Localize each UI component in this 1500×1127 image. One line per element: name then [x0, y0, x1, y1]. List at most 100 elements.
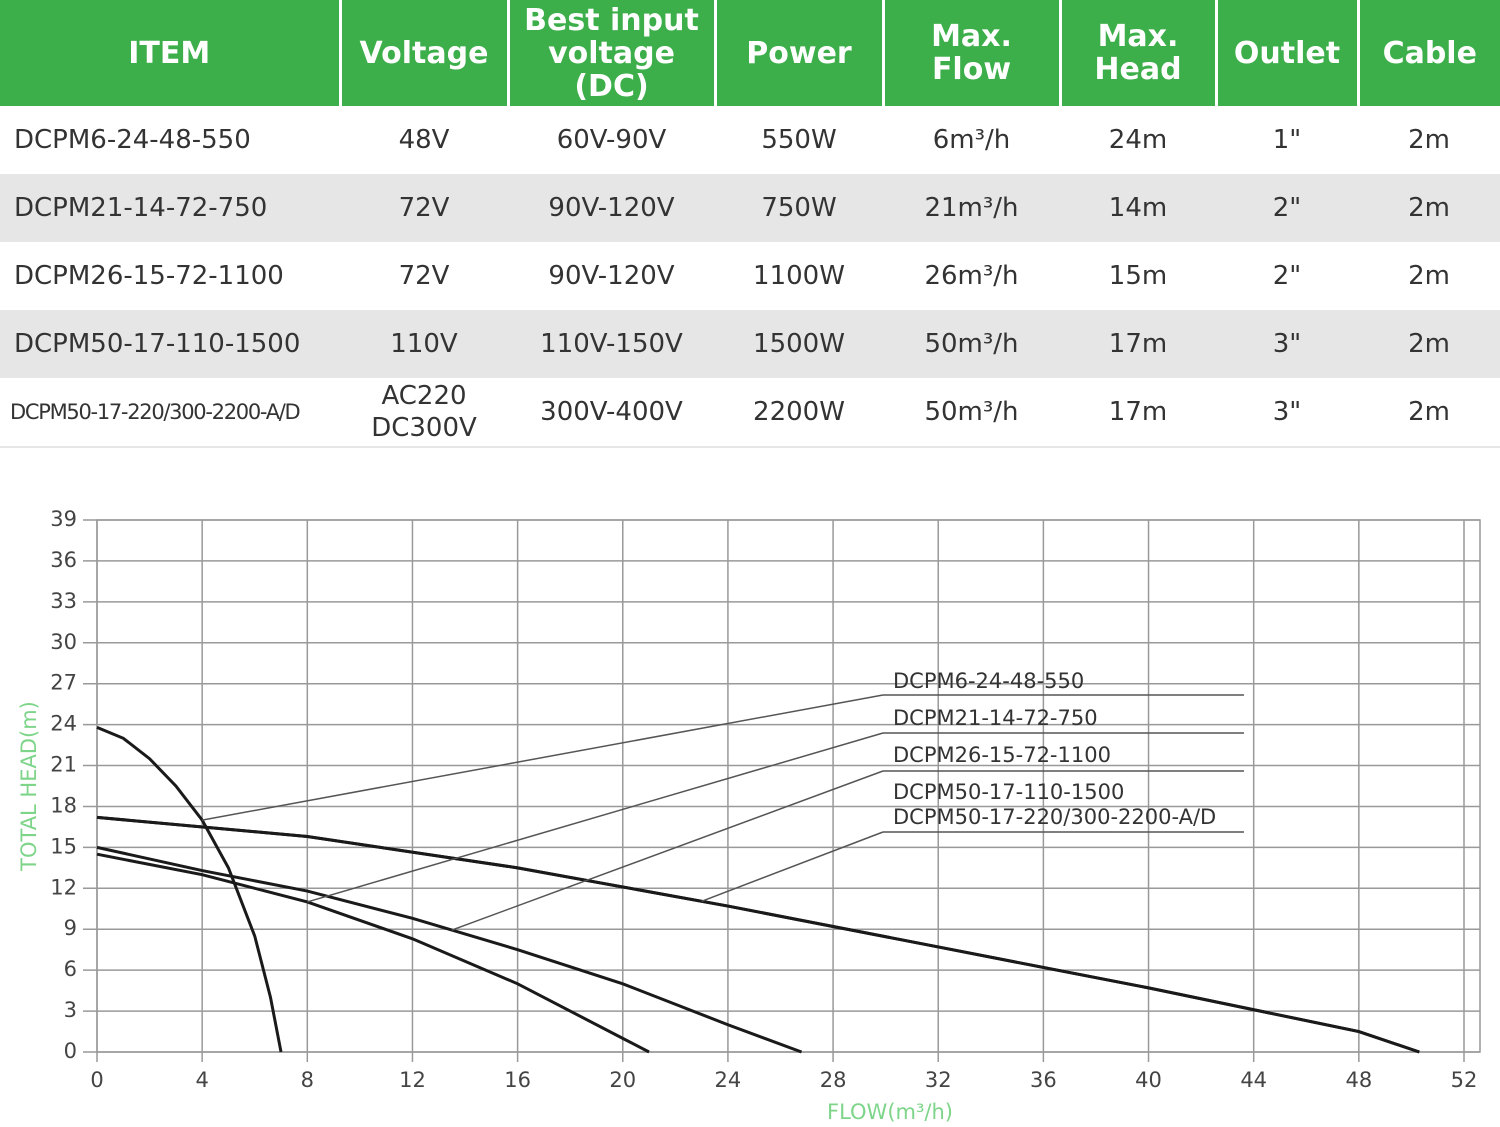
cell-text: 48V: [398, 125, 450, 155]
y-tick-label: 27: [50, 671, 77, 695]
cell-text: 26m³/h: [924, 261, 1019, 291]
y-tick-label: 39: [50, 507, 77, 531]
cell-text: 50m³/h: [924, 397, 1019, 427]
y-tick-label: 15: [50, 834, 77, 858]
table-cell: 2m: [1358, 106, 1500, 174]
y-axis-label: TOTAL HEAD(m): [17, 701, 41, 872]
table-row: DCPM26-15-72-1100 72V 90V-120V 1100W 26m³/h 1…: [0, 242, 1500, 310]
table-cell: 48V: [340, 106, 508, 174]
cell-text: 72V: [398, 261, 450, 291]
y-tick-label: 12: [50, 875, 77, 899]
x-tick-label: 28: [820, 1068, 847, 1092]
table-cell: 2m: [1358, 242, 1500, 310]
table-cell: 2200W: [715, 378, 883, 448]
cell-text: DCPM26-15-72-1100: [14, 261, 284, 291]
table-row: DCPM21-14-72-750 72V 90V-120V 750W 21m³/h 14m…: [0, 174, 1500, 242]
table-cell: 110V: [340, 310, 508, 378]
cell-text: DCPM21-14-72-750: [14, 193, 268, 223]
cell-text: 6m³/h: [932, 125, 1011, 155]
cell-text: 15m: [1108, 261, 1168, 291]
x-tick-label: 4: [195, 1068, 208, 1092]
cell-text: 21m³/h: [924, 193, 1019, 223]
y-tick-label: 36: [50, 548, 77, 572]
legend-label: DCPM50-17-220/300-2200-A/D: [893, 805, 1216, 829]
cell-text: Flow: [931, 52, 1012, 87]
leader-line: [307, 732, 884, 903]
cell-text: AC220: [381, 381, 467, 411]
cell-text: 2m: [1408, 193, 1450, 223]
table-cell: AC220 DC300V: [340, 378, 508, 448]
table-cell: 300V-400V: [508, 378, 715, 448]
cell-text: 17m: [1108, 397, 1168, 427]
y-tick-label: 24: [50, 712, 77, 736]
cell-text: 72V: [398, 193, 450, 223]
table-cell: 1100W: [715, 242, 883, 310]
table-cell: 2": [1216, 242, 1358, 310]
cell-text: ITEM: [128, 35, 211, 71]
x-tick-label: 40: [1135, 1068, 1162, 1092]
legend-label: DCPM21-14-72-750: [893, 706, 1098, 730]
cell-text: (DC): [574, 68, 649, 104]
table-cell: 90V-120V: [508, 174, 715, 242]
cell-text: 3": [1272, 397, 1302, 427]
cell-text: Outlet: [1233, 35, 1341, 71]
table-cell: 17m: [1060, 378, 1216, 448]
x-tick-label: 12: [399, 1068, 426, 1092]
cell-text: Voltage: [359, 35, 489, 71]
table-cell: 3": [1216, 378, 1358, 448]
table-cell: 2m: [1358, 378, 1500, 448]
x-axis-label: FLOW(m³/h): [827, 1100, 953, 1124]
table-cell: 2m: [1358, 310, 1500, 378]
table-cell: 15m: [1060, 242, 1216, 310]
cell-text: Best input: [524, 2, 699, 38]
y-tick-label: 3: [64, 998, 77, 1022]
cell-text: 90V-120V: [548, 193, 675, 223]
x-tick-label: 16: [504, 1068, 531, 1092]
table-row: DCPM50-17-110-1500 110V 110V-150V 1500W 50m³…: [0, 310, 1500, 378]
cell-text: 300V-400V: [540, 397, 683, 427]
x-tick-label: 0: [90, 1068, 103, 1092]
cell-text: 2m: [1408, 261, 1450, 291]
cell-text: 50m³/h: [924, 329, 1019, 359]
table-cell: 1500W: [715, 310, 883, 378]
table-cell: DCPM50-17-110-1500: [0, 310, 340, 378]
table-cell: 1": [1216, 106, 1358, 174]
table-cell: DCPM6-24-48-550: [0, 106, 340, 174]
header-cell: Outlet: [1214, 0, 1358, 106]
cell-text: Power: [746, 35, 852, 71]
cell-text: 1": [1272, 125, 1302, 155]
table-cell: 14m: [1060, 174, 1216, 242]
leader-line: [701, 831, 884, 902]
y-tick-label: 30: [50, 630, 77, 654]
table-cell: 60V-90V: [508, 106, 715, 174]
cell-text: Head: [1094, 52, 1182, 87]
table-body: DCPM6-24-48-550 48V 60V-90V 550W 6m³/h 24m 1" 2…: [0, 106, 1500, 448]
table-cell: 17m: [1060, 310, 1216, 378]
cell-text: Max.: [931, 19, 1012, 54]
table-cell: 3": [1216, 310, 1358, 378]
header-cell: ITEM: [0, 0, 340, 106]
cell-text: Cable: [1382, 35, 1477, 71]
cell-text: 24m: [1108, 125, 1168, 155]
legend-label: DCPM26-15-72-1100: [893, 743, 1111, 767]
table-cell: 24m: [1060, 106, 1216, 174]
y-tick-label: 6: [64, 957, 77, 981]
x-tick-label: 32: [925, 1068, 952, 1092]
cell-text: 110V: [390, 329, 458, 359]
header-cell: Max. Flow: [881, 0, 1060, 106]
x-tick-label: 20: [609, 1068, 636, 1092]
cell-text: 14m: [1108, 193, 1168, 223]
table-cell: DCPM50-17-220/300-2200-A/D: [0, 378, 340, 448]
table-cell: 50m³/h: [883, 310, 1060, 378]
table-cell: 2": [1216, 174, 1358, 242]
cell-text: Max.: [1097, 19, 1179, 54]
cell-text: 2m: [1408, 329, 1450, 359]
cell-text: 90V-120V: [548, 261, 675, 291]
table-cell: 21m³/h: [883, 174, 1060, 242]
cell-text: voltage: [548, 35, 675, 71]
header-row: ITEM Voltage Best input voltage (DC) Power Max…: [0, 0, 1500, 106]
table-cell: 26m³/h: [883, 242, 1060, 310]
curve: [96, 815, 1420, 1054]
